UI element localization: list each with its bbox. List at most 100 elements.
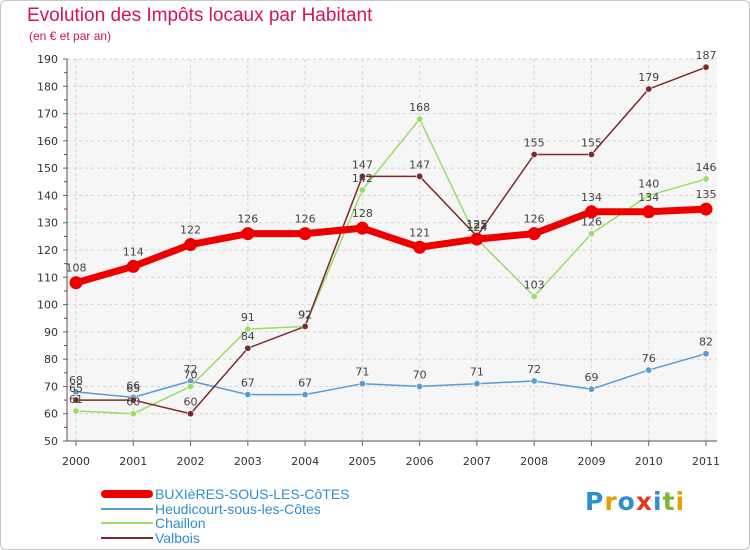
data-point bbox=[587, 385, 595, 393]
data-point bbox=[72, 407, 80, 415]
data-label: 66 bbox=[126, 379, 140, 392]
data-label: 147 bbox=[352, 158, 373, 171]
data-point bbox=[530, 377, 538, 385]
chart-subtitle: (en € et par an) bbox=[29, 29, 112, 43]
data-label: 72 bbox=[527, 363, 541, 376]
data-point bbox=[184, 238, 198, 252]
data-point bbox=[584, 205, 598, 219]
data-label: 122 bbox=[180, 224, 201, 237]
data-point bbox=[530, 151, 538, 159]
data-label: 135 bbox=[696, 188, 717, 201]
data-label: 126 bbox=[524, 213, 545, 226]
y-tick-label: 80 bbox=[44, 353, 58, 366]
data-point bbox=[298, 227, 312, 241]
proxiti-logo: Proxiti bbox=[585, 487, 685, 516]
legend-swatch-heudicourt bbox=[101, 507, 153, 510]
y-tick-label: 160 bbox=[37, 135, 58, 148]
data-label: 114 bbox=[123, 245, 144, 258]
data-point bbox=[413, 240, 427, 254]
y-tick-label: 150 bbox=[37, 162, 58, 175]
data-label: 140 bbox=[638, 177, 659, 190]
series-line bbox=[75, 352, 707, 399]
data-label: 60 bbox=[126, 396, 140, 409]
logo-letter: i bbox=[653, 487, 663, 516]
data-point bbox=[473, 380, 481, 388]
x-tick-label: 2006 bbox=[406, 455, 434, 468]
legend-label: BUXIèRES-SOUS-LES-CôTES bbox=[155, 486, 350, 502]
logo-letter: t bbox=[662, 487, 676, 516]
data-label: 70 bbox=[184, 368, 198, 381]
y-tick-label: 100 bbox=[37, 299, 58, 312]
y-tick-label: 120 bbox=[37, 244, 58, 257]
data-label: 155 bbox=[581, 137, 602, 150]
data-label: 134 bbox=[638, 191, 659, 204]
x-tick-label: 2009 bbox=[577, 455, 605, 468]
y-tick-label: 140 bbox=[37, 189, 58, 202]
data-label: 71 bbox=[470, 366, 484, 379]
legend-label: Heudicourt-sous-les-Côtes bbox=[155, 500, 321, 517]
data-label: 67 bbox=[241, 377, 255, 390]
data-label: 82 bbox=[699, 336, 713, 349]
x-tick-label: 2010 bbox=[635, 455, 663, 468]
logo-letter: x bbox=[635, 487, 653, 516]
series-line bbox=[75, 66, 707, 415]
data-label: 168 bbox=[409, 101, 430, 114]
data-label: 61 bbox=[69, 393, 83, 406]
data-point bbox=[241, 227, 255, 241]
data-label: 125 bbox=[466, 218, 487, 231]
y-tick-label: 70 bbox=[44, 380, 58, 393]
data-point bbox=[244, 344, 252, 352]
logo-letter: o bbox=[617, 487, 636, 516]
series-line bbox=[72, 205, 710, 287]
data-labels: 68 66 72 67 67 71 70 71 72 69 76 82 61 60 70 91 92 142 168… bbox=[66, 49, 717, 409]
y-tick-label: 60 bbox=[44, 408, 58, 421]
data-point bbox=[527, 227, 541, 241]
data-label: 179 bbox=[638, 71, 659, 84]
data-label: 126 bbox=[581, 216, 602, 229]
data-point bbox=[301, 391, 309, 399]
data-point bbox=[470, 232, 484, 246]
data-label: 84 bbox=[241, 330, 255, 343]
x-tick-label: 2008 bbox=[520, 455, 548, 468]
data-label: 187 bbox=[696, 49, 717, 62]
data-point bbox=[587, 151, 595, 159]
data-point bbox=[358, 380, 366, 388]
chart-title: Evolution des Impôts locaux par Habitant bbox=[27, 5, 373, 26]
data-label: 103 bbox=[524, 278, 545, 291]
data-point bbox=[187, 410, 195, 418]
data-point bbox=[244, 325, 252, 333]
data-point bbox=[301, 322, 309, 330]
logo-letter: r bbox=[604, 487, 618, 516]
legend-swatch-buxieres bbox=[101, 490, 153, 498]
data-label: 125 bbox=[466, 218, 487, 231]
data-point bbox=[642, 205, 656, 219]
data-label: 142 bbox=[352, 172, 373, 185]
data-point bbox=[702, 175, 710, 183]
data-label: 134 bbox=[581, 191, 602, 204]
data-label: 146 bbox=[696, 161, 717, 174]
y-tick-label: 180 bbox=[37, 80, 58, 93]
data-point bbox=[530, 292, 538, 300]
data-label: 108 bbox=[66, 262, 87, 275]
data-point bbox=[129, 410, 137, 418]
series-lines bbox=[69, 63, 713, 418]
data-label: 60 bbox=[184, 396, 198, 409]
data-label: 70 bbox=[413, 368, 427, 381]
y-tick-label: 90 bbox=[44, 326, 58, 339]
y-tick-label: 170 bbox=[37, 108, 58, 121]
data-point bbox=[587, 230, 595, 238]
data-point bbox=[72, 388, 80, 396]
x-tick-label: 2011 bbox=[692, 455, 720, 468]
data-point bbox=[358, 186, 366, 194]
data-label: 65 bbox=[69, 382, 83, 395]
data-label: 91 bbox=[241, 311, 255, 324]
data-point bbox=[645, 191, 653, 199]
series-line bbox=[75, 118, 707, 415]
y-tick-label: 110 bbox=[37, 271, 58, 284]
logo-letter: i bbox=[675, 487, 686, 516]
data-label: 147 bbox=[409, 158, 430, 171]
data-point bbox=[416, 172, 424, 180]
logo-letter: P bbox=[585, 487, 605, 516]
